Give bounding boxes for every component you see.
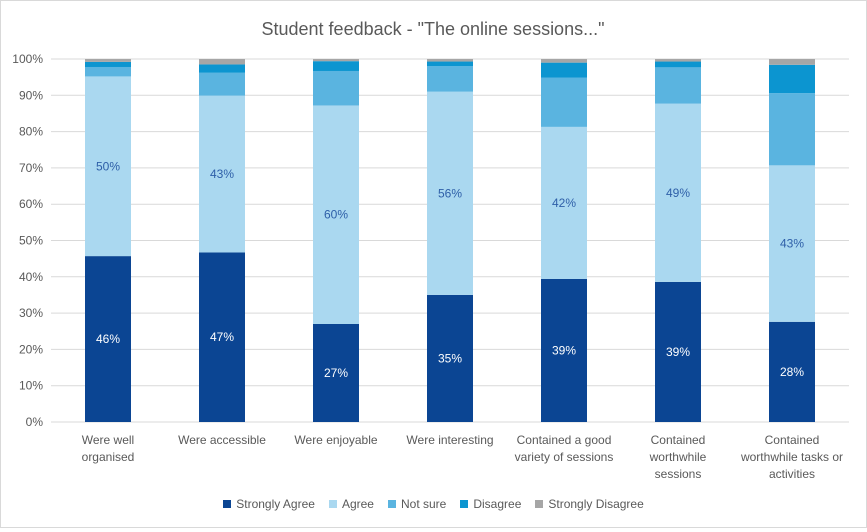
bar-segment: [199, 95, 245, 253]
x-tick-label: Contained: [765, 433, 820, 447]
bar-segment: [541, 278, 587, 422]
bar-segment: [769, 59, 815, 65]
bar-segment: [655, 103, 701, 282]
x-tick-label: worthwhile: [649, 450, 707, 464]
y-tick-label: 60%: [19, 197, 43, 211]
x-tick-label: Contained a good: [517, 433, 612, 447]
x-tick-label: organised: [82, 450, 135, 464]
legend-label: Not sure: [400, 497, 447, 511]
bar-segment: [427, 59, 473, 62]
y-tick-label: 0%: [26, 415, 44, 429]
bar-segment: [199, 59, 245, 65]
legend-label: Agree: [341, 497, 374, 511]
x-tick-label: sessions: [655, 467, 702, 481]
legend-item: Not sure: [387, 497, 447, 511]
bar-segment: [199, 252, 245, 422]
bar-segment: [427, 91, 473, 295]
legend: Strongly Agree Agree Not sure Disagree Stron…: [1, 497, 866, 511]
legend-item: Disagree: [460, 497, 521, 511]
y-tick-label: 70%: [19, 161, 43, 175]
bar-segment: [541, 77, 587, 127]
data-label: 42%: [552, 196, 576, 210]
legend-swatch: [223, 500, 232, 508]
bar-segment: [541, 62, 587, 78]
y-tick-label: 30%: [19, 306, 43, 320]
bars: [85, 59, 815, 422]
x-tick-label: worthwhile tasks or: [740, 450, 843, 464]
bar-segment: [85, 256, 131, 422]
bar-segment: [85, 66, 131, 77]
y-tick-label: 10%: [19, 379, 43, 393]
bar-segment: [769, 64, 815, 94]
legend-item: Agree: [328, 497, 374, 511]
bar-segment: [313, 323, 359, 422]
x-tick-label: Were enjoyable: [294, 433, 377, 447]
bar-segment: [541, 126, 587, 279]
bar-segment: [85, 61, 131, 67]
y-tick-label: 80%: [19, 125, 43, 139]
legend-label: Disagree: [473, 497, 522, 511]
data-label: 35%: [438, 351, 462, 365]
x-axis-tick-labels: Were well organised Were accessible Were en…: [82, 433, 843, 481]
y-tick-label: 90%: [19, 88, 43, 102]
bar-segment: [199, 64, 245, 73]
bar-segment: [427, 61, 473, 67]
chart-title: Student feedback - "The online sessions.…: [262, 19, 605, 39]
bar-segment: [769, 321, 815, 422]
data-label: 39%: [552, 343, 576, 357]
y-tick-label: 100%: [12, 52, 43, 66]
legend-swatch: [460, 500, 469, 508]
legend-item: Strongly Agree: [223, 497, 315, 511]
data-label: 47%: [210, 330, 234, 344]
bar-segment: [313, 70, 359, 106]
legend-swatch: [535, 500, 544, 508]
bar-segment: [769, 93, 815, 166]
data-label: 60%: [324, 208, 348, 222]
legend-label: Strongly Agree: [236, 497, 315, 511]
bar-segment: [427, 66, 473, 92]
bar-segment: [313, 61, 359, 71]
x-tick-label: Were well: [82, 433, 134, 447]
y-tick-label: 50%: [19, 234, 43, 248]
bar-segment: [769, 165, 815, 322]
legend-swatch: [387, 500, 396, 508]
y-tick-label: 40%: [19, 270, 43, 284]
data-label: 27%: [324, 366, 348, 380]
bar-segment: [541, 59, 587, 63]
y-tick-label: 20%: [19, 342, 43, 356]
data-label: 49%: [666, 186, 690, 200]
y-axis-tick-labels: 0% 10% 20% 30% 40% 50% 60% 70% 80% 90% 100%: [12, 52, 43, 429]
bar-segment: [85, 76, 131, 257]
data-label: 28%: [780, 365, 804, 379]
bar-segment: [427, 294, 473, 422]
x-tick-label: Were accessible: [178, 433, 266, 447]
data-label: 56%: [438, 186, 462, 200]
x-tick-label: Were interesting: [406, 433, 493, 447]
bar-segment: [313, 59, 359, 62]
data-labels: 46% 50% 47% 43% 27% 60% 35% 56% 39% 42% 39% 49% 28% 4…: [96, 159, 804, 380]
legend-item: Strongly Disagree: [535, 497, 644, 511]
bar-segment: [85, 59, 131, 62]
bar-segment: [313, 105, 359, 324]
data-label: 43%: [780, 237, 804, 251]
x-tick-label: variety of sessions: [515, 450, 614, 464]
data-label: 43%: [210, 167, 234, 181]
data-label: 46%: [96, 332, 120, 346]
bar-segment: [655, 61, 701, 68]
data-label: 39%: [666, 345, 690, 359]
legend-label: Strongly Disagree: [548, 497, 644, 511]
bar-segment: [655, 281, 701, 422]
bar-segment: [199, 72, 245, 96]
legend-swatch: [328, 500, 337, 508]
bar-segment: [655, 59, 701, 62]
data-label: 50%: [96, 159, 120, 173]
x-tick-label: Contained: [651, 433, 706, 447]
x-tick-label: activities: [769, 467, 815, 481]
bar-segment: [655, 67, 701, 104]
